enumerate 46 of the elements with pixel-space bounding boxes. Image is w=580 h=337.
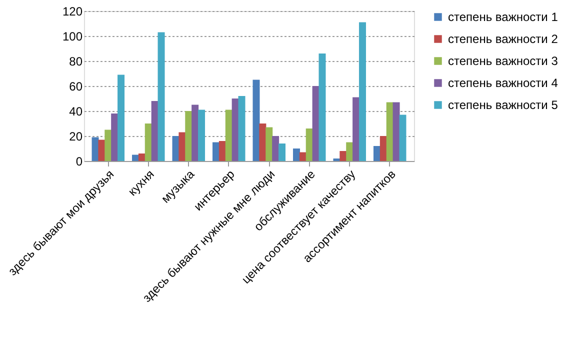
bar	[98, 140, 106, 161]
bar	[340, 151, 347, 161]
bar	[185, 111, 192, 161]
bar	[259, 124, 266, 161]
bar	[318, 54, 326, 161]
bar	[104, 130, 112, 161]
y-tick-label: 60	[69, 80, 83, 94]
bar	[373, 146, 380, 161]
bar	[225, 110, 232, 161]
bar	[278, 144, 286, 161]
bar	[292, 148, 300, 161]
bar	[238, 96, 246, 161]
y-tick-label: 40	[69, 104, 83, 118]
y-tick-label: 0	[76, 154, 83, 168]
bar	[118, 74, 125, 161]
y-tick-label: 20	[69, 130, 83, 144]
bar	[178, 132, 186, 161]
bar	[306, 128, 313, 161]
bar	[198, 110, 206, 161]
bar	[218, 141, 226, 161]
bar	[272, 136, 280, 161]
bar	[380, 136, 387, 161]
legend-label: степень важности 3	[448, 54, 558, 68]
y-tick-label: 80	[69, 54, 83, 68]
bar	[346, 142, 354, 161]
bar	[266, 127, 273, 161]
legend-label: степень важности 4	[448, 76, 558, 90]
bar	[358, 22, 366, 161]
legend-label: степень важности 5	[448, 98, 558, 112]
bar	[352, 97, 360, 161]
bar	[232, 98, 239, 161]
legend-label: степень важности 1	[448, 10, 558, 24]
bar	[252, 80, 260, 161]
bar	[192, 104, 199, 161]
bar	[299, 152, 306, 161]
y-tick-label: 100	[62, 30, 83, 44]
y-tick-label: 120	[62, 4, 83, 18]
bar	[399, 114, 406, 161]
bar	[144, 124, 152, 161]
bar	[386, 102, 394, 161]
bar	[151, 101, 158, 161]
bar	[111, 114, 118, 161]
bar	[212, 142, 220, 161]
bar	[138, 154, 146, 161]
legend-label: степень важности 2	[448, 32, 558, 46]
bar	[158, 32, 165, 161]
